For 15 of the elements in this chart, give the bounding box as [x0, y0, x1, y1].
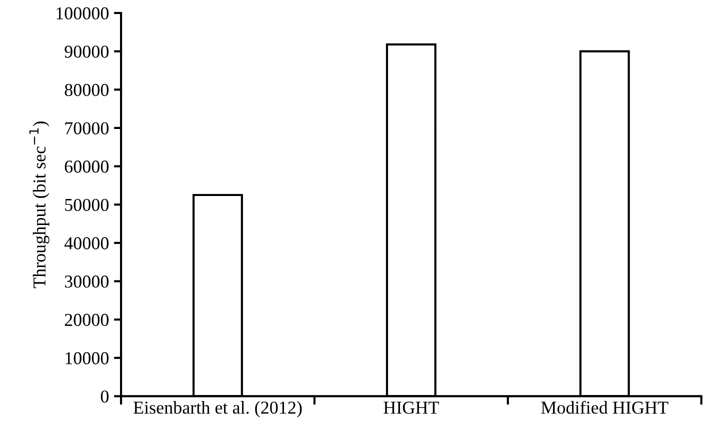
y-tick-label: 20000	[64, 314, 109, 326]
y-tick-label: 40000	[64, 237, 109, 250]
y-tick-label: 30000	[64, 275, 109, 288]
x-tick-label: Modified HIGHT	[541, 400, 668, 414]
y-tick-label: 10000	[66, 352, 109, 364]
y-tick-label: 80000	[64, 84, 109, 96]
y-tick-label: 60000	[64, 160, 109, 173]
y-tick-label: 90000	[64, 46, 109, 58]
y-tick-label: 100000	[56, 7, 109, 20]
y-tick-label: 70000	[65, 122, 109, 134]
y-tick-label: 50000	[65, 198, 109, 212]
y-tick-label: 0	[100, 390, 109, 403]
y-axis-title: Throughput (bit sec$^{−1}$)	[29, 122, 50, 288]
x-tick-label: Eisenbarth et al. (2012)	[134, 401, 302, 418]
x-tick-label: HIGHT	[384, 402, 439, 414]
